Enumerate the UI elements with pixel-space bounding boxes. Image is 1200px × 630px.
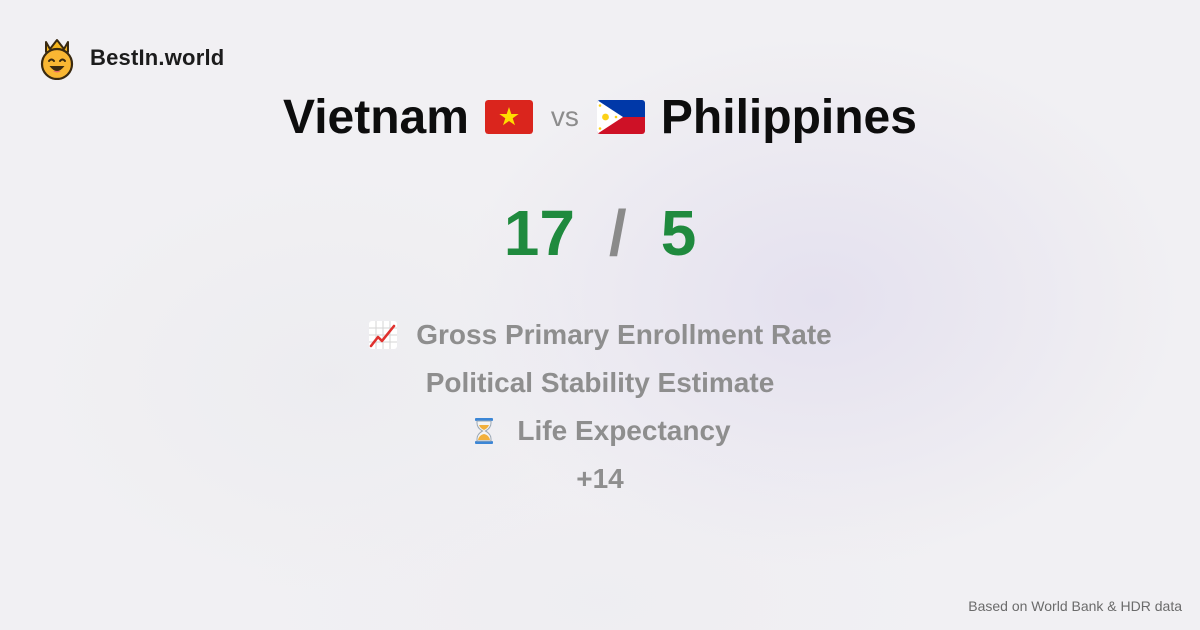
metric-item-political-stability: Political Stability Estimate: [426, 359, 775, 407]
metric-label: Political Stability Estimate: [425, 367, 775, 398]
score-display: 17 / 5: [0, 196, 1200, 270]
metric-label: Life Expectancy: [517, 415, 731, 446]
metrics-list: Gross Primary Enrollment Rate Political …: [0, 311, 1200, 503]
smiling-crown-face-icon: [40, 39, 74, 80]
chart-increasing-icon: [369, 321, 398, 349]
score-separator: /: [608, 197, 627, 269]
vs-label: vs: [550, 101, 579, 132]
more-count-label: +14: [576, 463, 624, 494]
score-right: 5: [660, 197, 697, 269]
brand-name: BestIn.world: [90, 45, 225, 70]
data-source-note: Based on World Bank & HDR data: [968, 598, 1182, 614]
metric-item-enrollment: Gross Primary Enrollment Rate: [368, 311, 832, 359]
hourglass-icon: [475, 418, 494, 444]
philippines-flag-icon: [596, 100, 645, 134]
comparison-title: Vietnam vs Philippines: [0, 86, 1200, 148]
vietnam-flag-icon: [484, 100, 533, 134]
brand-header[interactable]: BestIn.world: [38, 36, 224, 80]
country-left-name: Vietnam: [283, 90, 469, 144]
score-left: 17: [503, 197, 575, 269]
metric-item-life-expectancy: Life Expectancy: [469, 407, 731, 455]
metric-more-count: +14: [576, 455, 624, 503]
metric-label: Gross Primary Enrollment Rate: [416, 319, 832, 350]
country-right-name: Philippines: [660, 90, 917, 144]
